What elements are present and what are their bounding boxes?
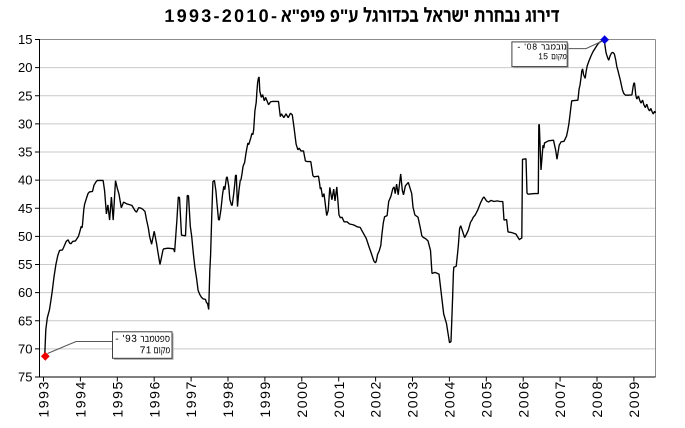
- svg-text:2005: 2005: [478, 380, 494, 418]
- svg-text:1999: 1999: [257, 380, 273, 418]
- svg-text:2001: 2001: [331, 380, 347, 418]
- svg-text:70: 70: [18, 342, 32, 357]
- svg-text:2004: 2004: [442, 380, 458, 418]
- svg-text:2003: 2003: [405, 380, 421, 418]
- svg-text:20: 20: [18, 60, 32, 75]
- svg-text:1993: 1993: [36, 380, 52, 418]
- svg-text:2006: 2006: [515, 380, 531, 418]
- svg-text:55: 55: [18, 257, 32, 272]
- svg-text:35: 35: [18, 145, 32, 160]
- svg-text:2007: 2007: [552, 380, 568, 418]
- svg-text:1995: 1995: [109, 380, 125, 418]
- svg-text:30: 30: [18, 117, 32, 132]
- svg-text:1998: 1998: [220, 380, 236, 418]
- svg-text:45: 45: [18, 201, 32, 216]
- svg-text:40: 40: [18, 173, 32, 188]
- svg-text:65: 65: [18, 313, 32, 328]
- svg-text:15: 15: [18, 32, 32, 47]
- svg-text:25: 25: [18, 88, 32, 103]
- svg-text:60: 60: [18, 285, 32, 300]
- svg-text:1997: 1997: [183, 380, 199, 418]
- svg-text:75: 75: [18, 370, 32, 385]
- svg-text:2008: 2008: [589, 380, 605, 418]
- svg-text:2002: 2002: [368, 380, 384, 418]
- svg-text:2009: 2009: [626, 380, 642, 418]
- svg-text:2000: 2000: [294, 380, 310, 418]
- svg-text:50: 50: [18, 229, 32, 244]
- svg-text:1994: 1994: [73, 380, 89, 418]
- svg-text:1996: 1996: [146, 380, 162, 418]
